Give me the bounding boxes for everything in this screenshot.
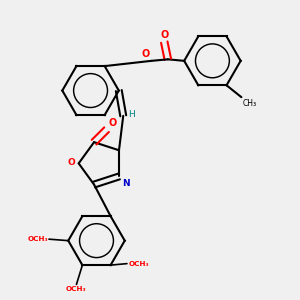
Text: O: O [142,49,150,59]
Text: H: H [129,110,135,119]
Text: O: O [68,158,76,167]
Text: OCH₃: OCH₃ [128,261,149,267]
Text: OCH₃: OCH₃ [27,236,48,242]
Text: O: O [108,118,117,128]
Text: CH₃: CH₃ [243,99,257,108]
Text: O: O [160,30,168,40]
Text: OCH₃: OCH₃ [66,286,87,292]
Text: N: N [122,179,130,188]
